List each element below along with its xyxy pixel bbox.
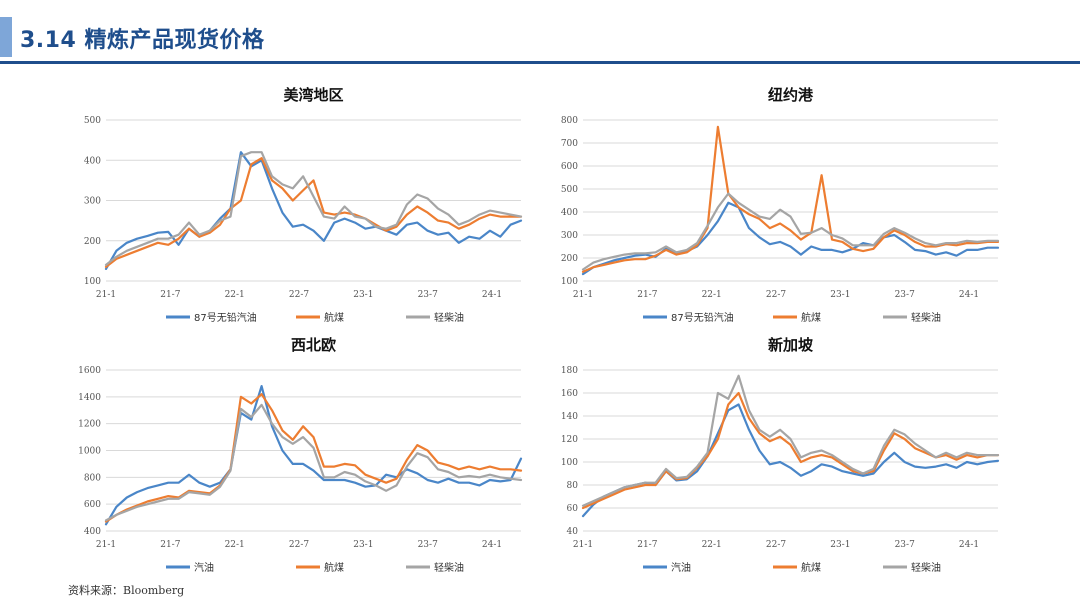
x-tick-label: 21-1 bbox=[96, 540, 116, 550]
chart-new-york-harbor: 纽约港 100 200 300 400 500 600 700 800 21-1 21-7 22-1 2… bbox=[545, 74, 1015, 322]
y-tick-label: 180 bbox=[561, 366, 578, 376]
chart-gulf-coast: 美湾地区 100 200 300 400 500 21-1 21-7 22-1 22-7 23-1 2… bbox=[68, 74, 538, 322]
x-tick-label: 22-1 bbox=[702, 290, 722, 300]
y-tick-label: 800 bbox=[84, 473, 101, 483]
legend-label-3: 轻柴油 bbox=[434, 561, 464, 572]
series-line-3 bbox=[104, 403, 523, 522]
source-note: 资料来源：Bloomberg bbox=[68, 584, 185, 597]
y-tick-label: 600 bbox=[84, 500, 101, 510]
y-tick-label: 300 bbox=[561, 231, 578, 241]
y-tick-label: 1000 bbox=[78, 447, 101, 457]
x-tick-label: 21-7 bbox=[637, 290, 657, 300]
x-tick-label: 23-1 bbox=[830, 290, 850, 300]
x-tick-label: 21-1 bbox=[573, 540, 593, 550]
y-tick-label: 200 bbox=[561, 254, 578, 264]
series-line-1 bbox=[581, 201, 1000, 276]
y-tick-label: 1400 bbox=[78, 393, 101, 403]
chart-svg: 西北欧 400 600 800 1000 1200 1400 1600 21-1 21-7 22-1… bbox=[78, 336, 523, 572]
x-tick-label: 22-7 bbox=[289, 540, 309, 550]
chart-svg: 新加坡 40 60 80 100 120 140 160 180 21-1 21-7 22-1 22-7… bbox=[561, 336, 1000, 572]
page-title: 3.14 精炼产品现货价格 bbox=[20, 28, 265, 53]
header-rule bbox=[0, 61, 1080, 64]
y-tick-label: 400 bbox=[561, 208, 578, 218]
y-tick-label: 80 bbox=[567, 481, 579, 491]
x-tick-label: 23-7 bbox=[895, 540, 915, 550]
series-line-2 bbox=[581, 125, 1000, 273]
y-tick-label: 40 bbox=[567, 527, 579, 537]
legend-label-2: 航煤 bbox=[324, 561, 344, 572]
x-tick-label: 21-1 bbox=[573, 290, 593, 300]
chart-title: 西北欧 bbox=[291, 336, 336, 354]
y-tick-label: 300 bbox=[84, 197, 101, 207]
series-line-2 bbox=[104, 157, 523, 268]
y-tick-label: 100 bbox=[561, 277, 578, 287]
y-tick-label: 200 bbox=[84, 237, 101, 247]
legend-label-1: 87号无铅汽油 bbox=[671, 311, 734, 322]
y-tick-label: 600 bbox=[561, 162, 578, 172]
y-tick-label: 1200 bbox=[78, 420, 101, 430]
legend-label-1: 汽油 bbox=[671, 561, 691, 572]
x-tick-label: 21-7 bbox=[637, 540, 657, 550]
x-tick-label: 21-7 bbox=[160, 540, 180, 550]
x-tick-label: 21-1 bbox=[96, 290, 116, 300]
y-tick-label: 500 bbox=[84, 116, 101, 126]
legend-label-3: 轻柴油 bbox=[911, 311, 941, 322]
header-accent-bar bbox=[0, 17, 12, 57]
x-tick-label: 24-1 bbox=[482, 540, 502, 550]
x-tick-label: 22-7 bbox=[766, 290, 786, 300]
series-line-2 bbox=[581, 391, 1000, 510]
chart-svg: 纽约港 100 200 300 400 500 600 700 800 21-1 21-7 22-1 2… bbox=[561, 86, 1000, 322]
legend-label-3: 轻柴油 bbox=[911, 561, 941, 572]
y-tick-label: 140 bbox=[561, 412, 578, 422]
x-tick-label: 21-7 bbox=[160, 290, 180, 300]
y-tick-label: 60 bbox=[567, 504, 579, 514]
series-line-1 bbox=[581, 403, 1000, 518]
y-tick-label: 400 bbox=[84, 156, 101, 166]
y-tick-label: 1600 bbox=[78, 366, 101, 376]
x-tick-label: 23-7 bbox=[418, 540, 438, 550]
legend-label-2: 航煤 bbox=[324, 311, 344, 322]
y-tick-label: 120 bbox=[561, 435, 578, 445]
x-tick-label: 22-1 bbox=[225, 290, 245, 300]
y-tick-label: 100 bbox=[84, 277, 101, 287]
x-tick-label: 24-1 bbox=[482, 290, 502, 300]
legend-label-1: 87号无铅汽油 bbox=[194, 311, 257, 322]
y-tick-label: 100 bbox=[561, 458, 578, 468]
x-tick-label: 23-7 bbox=[895, 290, 915, 300]
y-tick-label: 400 bbox=[84, 527, 101, 537]
series-line-3 bbox=[581, 192, 1000, 271]
series-line-3 bbox=[104, 151, 523, 266]
legend-label-2: 航煤 bbox=[801, 311, 821, 322]
chart-svg: 美湾地区 100 200 300 400 500 21-1 21-7 22-1 22-7 23-1 2… bbox=[84, 86, 523, 322]
x-tick-label: 23-1 bbox=[830, 540, 850, 550]
x-tick-label: 22-7 bbox=[766, 540, 786, 550]
y-tick-label: 500 bbox=[561, 185, 578, 195]
chart-title: 新加坡 bbox=[768, 336, 813, 354]
series-line-3 bbox=[581, 374, 1000, 507]
x-tick-label: 23-7 bbox=[418, 290, 438, 300]
chart-singapore: 新加坡 40 60 80 100 120 140 160 180 21-1 21-7 22-1 22-7… bbox=[545, 324, 1015, 572]
chart-title: 美湾地区 bbox=[283, 86, 343, 104]
x-tick-label: 24-1 bbox=[959, 540, 979, 550]
x-tick-label: 24-1 bbox=[959, 290, 979, 300]
series-line-1 bbox=[104, 151, 523, 270]
x-tick-label: 22-7 bbox=[289, 290, 309, 300]
legend-label-2: 航煤 bbox=[801, 561, 821, 572]
y-tick-label: 160 bbox=[561, 389, 578, 399]
x-tick-label: 22-1 bbox=[225, 540, 245, 550]
y-tick-label: 700 bbox=[561, 139, 578, 149]
series-line-2 bbox=[104, 393, 523, 523]
x-tick-label: 22-1 bbox=[702, 540, 722, 550]
series-line-1 bbox=[104, 384, 523, 526]
x-tick-label: 23-1 bbox=[353, 290, 373, 300]
legend-label-1: 汽油 bbox=[194, 561, 214, 572]
x-tick-label: 23-1 bbox=[353, 540, 373, 550]
chart-title: 纽约港 bbox=[768, 86, 814, 104]
y-tick-label: 800 bbox=[561, 116, 578, 126]
chart-northwest-europe: 西北欧 400 600 800 1000 1200 1400 1600 21-1 21-7 22-1… bbox=[68, 324, 538, 572]
legend-label-3: 轻柴油 bbox=[434, 311, 464, 322]
